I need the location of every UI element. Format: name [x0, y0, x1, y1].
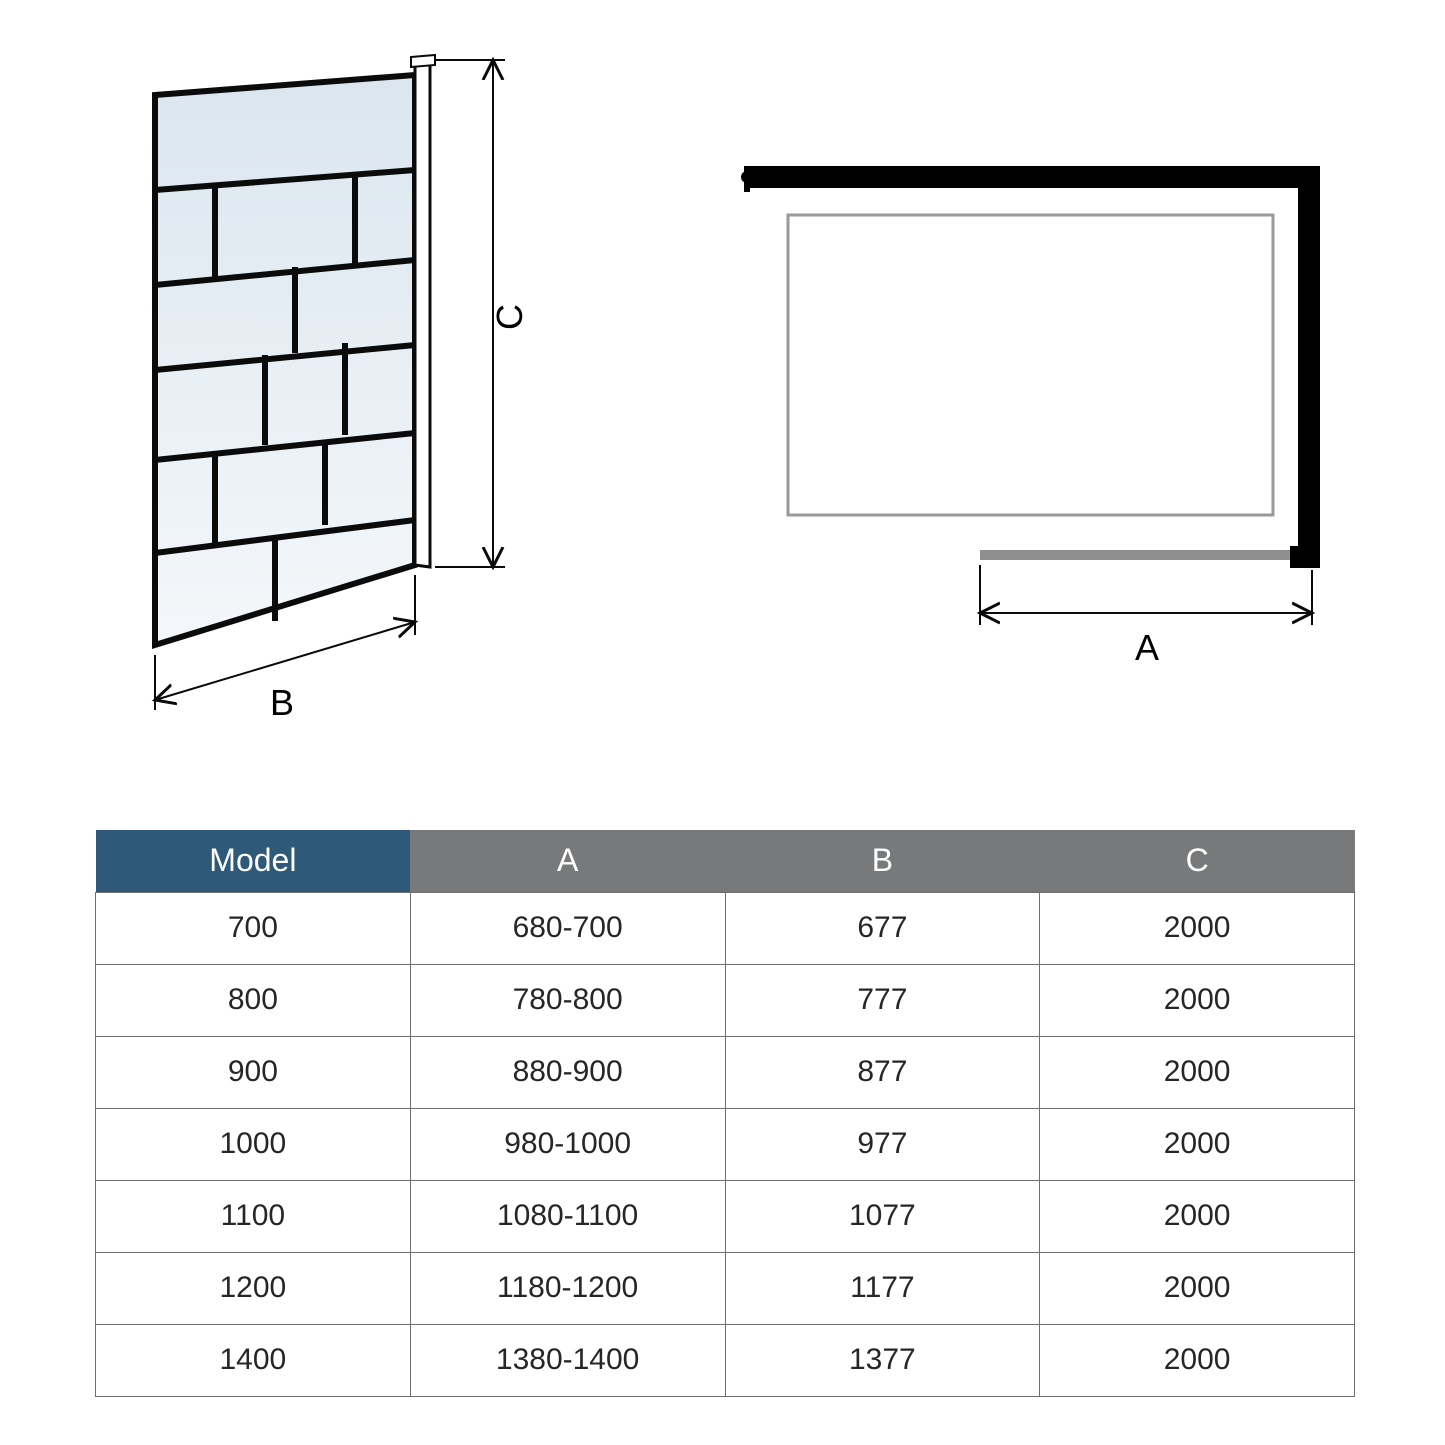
cell: 880-900 [410, 1036, 725, 1108]
plan-right-wall [1298, 166, 1320, 568]
cell: 1377 [725, 1324, 1040, 1396]
dimension-c-label: C [489, 304, 530, 330]
cell: 700 [96, 892, 411, 964]
col-a: A [410, 830, 725, 892]
col-model: Model [96, 830, 411, 892]
cell: 677 [725, 892, 1040, 964]
plan-outer [750, 170, 1305, 540]
cell: 980-1000 [410, 1108, 725, 1180]
cell: 877 [725, 1036, 1040, 1108]
plan-joint [741, 171, 753, 183]
cell: 1100 [96, 1180, 411, 1252]
plan-bracket [1290, 546, 1312, 568]
diagrams-svg: C B [60, 40, 1385, 760]
spec-table-wrap: Model A B C 700 680-700 677 2000 800 780… [95, 830, 1355, 1397]
cell: 1400 [96, 1324, 411, 1396]
plan-top-wall [744, 166, 1319, 188]
cell: 800 [96, 964, 411, 1036]
col-b: B [725, 830, 1040, 892]
cell: 900 [96, 1036, 411, 1108]
table-header-row: Model A B C [96, 830, 1355, 892]
cell: 1200 [96, 1252, 411, 1324]
col-c: C [1040, 830, 1355, 892]
table-body: 700 680-700 677 2000 800 780-800 777 200… [96, 892, 1355, 1396]
cell: 1000 [96, 1108, 411, 1180]
cell: 2000 [1040, 1252, 1355, 1324]
table-row: 900 880-900 877 2000 [96, 1036, 1355, 1108]
spec-table: Model A B C 700 680-700 677 2000 800 780… [95, 830, 1355, 1397]
cell: 1380-1400 [410, 1324, 725, 1396]
cell: 977 [725, 1108, 1040, 1180]
table-row: 1400 1380-1400 1377 2000 [96, 1324, 1355, 1396]
table-row: 1100 1080-1100 1077 2000 [96, 1180, 1355, 1252]
cell: 2000 [1040, 1180, 1355, 1252]
table-row: 1200 1180-1200 1177 2000 [96, 1252, 1355, 1324]
table-row: 800 780-800 777 2000 [96, 964, 1355, 1036]
cell: 2000 [1040, 1324, 1355, 1396]
dimension-a-label: A [1135, 627, 1159, 668]
cell: 1077 [725, 1180, 1040, 1252]
dimension-a [980, 565, 1312, 625]
cell: 1080-1100 [410, 1180, 725, 1252]
cell: 1180-1200 [410, 1252, 725, 1324]
cell: 2000 [1040, 1036, 1355, 1108]
mounting-bar [415, 63, 430, 567]
bar-cap [411, 55, 435, 67]
table-row: 700 680-700 677 2000 [96, 892, 1355, 964]
front-view: C B [155, 55, 530, 723]
cell: 680-700 [410, 892, 725, 964]
cell: 2000 [1040, 964, 1355, 1036]
cell: 2000 [1040, 892, 1355, 964]
dimension-b-label: B [270, 682, 294, 723]
cell: 2000 [1040, 1108, 1355, 1180]
cell: 1177 [725, 1252, 1040, 1324]
cell: 777 [725, 964, 1040, 1036]
cell: 780-800 [410, 964, 725, 1036]
top-view: A [741, 166, 1320, 668]
diagram-area: C B [60, 40, 1385, 740]
table-row: 1000 980-1000 977 2000 [96, 1108, 1355, 1180]
